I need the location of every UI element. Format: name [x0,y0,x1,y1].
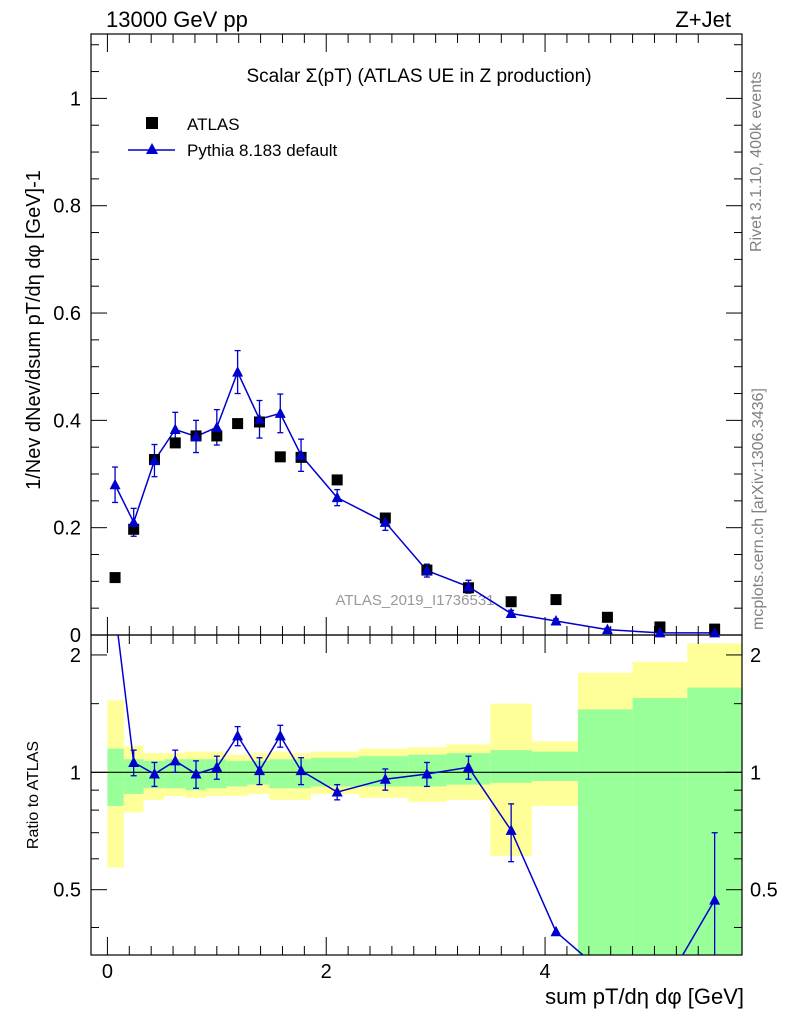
atlas-point [128,523,140,535]
energy-label: 13000 GeV pp [106,7,248,32]
pythia-point [654,626,666,638]
ratio-ytick-label-right: 2 [750,645,761,667]
ratio-point [128,756,140,767]
main-ytick-label: 0.8 [53,196,81,218]
ratio-point [462,761,474,772]
rivet-label: Rivet 3.1.10, 400k events [748,71,765,252]
x-axis-label: sum pT/dη dφ [GeV] [545,984,744,1009]
pythia-point [232,366,244,377]
green-band-bin [632,698,688,955]
xtick-label: 2 [321,961,332,983]
pythia-point [211,421,223,432]
atlas-point [601,611,613,623]
main-ytick-label: 1 [70,88,81,110]
legend-atlas-marker [146,117,158,129]
pythia-point [709,626,721,638]
main-ytick-label: 0.2 [53,518,81,540]
pythia-point [505,607,517,619]
pythia-point [601,623,613,635]
main-ytick-label: 0 [70,625,81,647]
ratio-point [550,925,562,937]
atlas-point [331,474,343,486]
atlas-point [211,430,223,442]
analysis-watermark: ATLAS_2019_I1736531 [335,592,494,609]
pythia-point [274,407,286,418]
green-band-bin [269,759,291,789]
ratio-point [211,761,223,772]
green-band-bin [226,760,248,787]
pythia-point [295,449,307,460]
ratio-bands [107,643,742,955]
pythia-point [148,454,160,466]
ratio-ytick-label-right: 1 [750,762,761,784]
ratio-point [505,824,517,835]
atlas-point [505,596,517,608]
ratio-point [169,754,181,766]
green-band-bin [107,748,124,806]
ratio-point [379,773,391,784]
legend-pythia-label: Pythia 8.183 default [187,141,338,160]
ratio-point [274,729,286,741]
ratio-point [148,768,160,779]
green-band-bin [123,759,144,794]
ratio-point [232,729,244,741]
atlas-point [274,451,286,463]
atlas-point [109,572,121,584]
green-band-bin [577,709,633,955]
green-band-bin [164,759,186,789]
pythia-point [550,615,562,626]
xtick-label: 4 [539,961,550,983]
data-marks [109,349,721,955]
pythia-point [421,564,433,576]
process-label: Z+Jet [675,7,731,32]
pythia-point [331,491,343,503]
pythia-point [462,580,474,592]
pythia-point [128,516,140,527]
ratio-point [253,764,265,776]
ratio-point [190,768,202,779]
ratio-point [709,894,721,905]
ratio-ytick-label: 0.5 [53,880,81,902]
pythia-point [169,423,181,434]
main-ytick-label: 0.6 [53,303,81,325]
ratio-point [331,786,343,797]
green-band-bin [490,750,532,783]
pythia-point [379,516,391,527]
ratio-point [295,764,307,776]
ratio-marks [117,635,721,955]
main-ylabel: 1/Nev dNev/dsum pT/dη dφ [GeV]-1 [23,170,45,490]
ratio-ytick-label: 2 [70,645,81,667]
ratio-point [421,768,433,779]
pythia-point [253,413,265,424]
ratio-ylabel: Ratio to ATLAS [25,741,42,849]
main-title: Scalar Σ(pT) (ATLAS UE in Z production) [246,66,591,87]
atlas-point [232,418,244,430]
ratio-ytick-label-right: 0.5 [750,880,778,902]
pythia-point [109,478,121,490]
legend-atlas-label: ATLAS [187,115,240,134]
main-ytick-label: 0.4 [53,410,81,432]
ratio-frame [90,634,743,956]
atlas-point [169,437,181,449]
axes: 00.20.40.60.810.5 0.51 12 20 2 4 [53,33,778,983]
legend-pythia-marker [146,143,158,154]
xtick-label: 0 [102,961,113,983]
pythia-point [190,430,202,441]
green-band-bin [531,751,578,782]
atlas-point [550,594,562,606]
mcplots-label: mcplots.cern.ch [arXiv:1306.3436] [750,388,767,630]
ratio-ytick-label: 1 [70,762,81,784]
legend: ATLAS Pythia 8.183 default [128,115,338,160]
